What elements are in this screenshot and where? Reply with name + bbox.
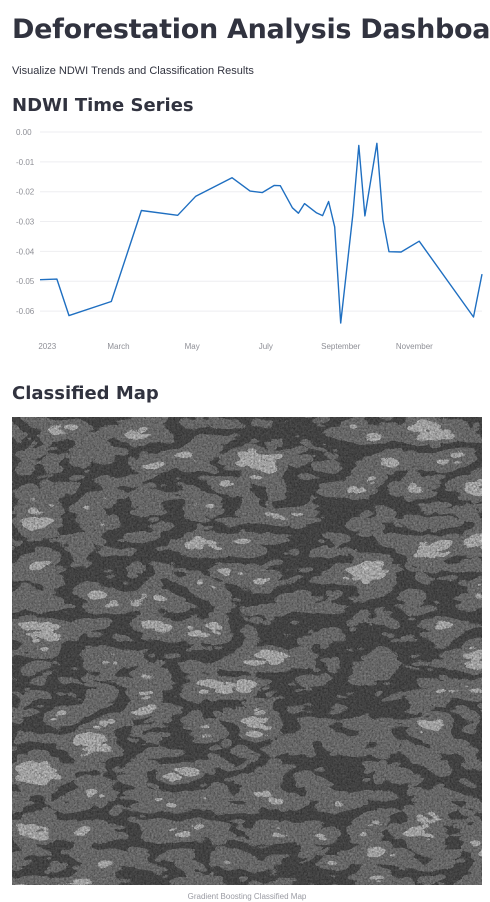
y-tick-label: -0.04 (16, 247, 35, 256)
classified-map-image (12, 417, 482, 885)
x-tick-label: May (185, 342, 200, 351)
y-tick-label: -0.02 (16, 188, 35, 197)
classified-map-heading: Classified Map (12, 383, 159, 404)
ndwi-line-chart[interactable]: 0.00 -0.01 -0.02 -0.03 -0.04 -0.05 -0.06 2023 Ma… (0, 118, 490, 358)
map-caption: Gradient Boosting Classified Map (187, 892, 307, 901)
classified-map-raster (12, 417, 482, 885)
time-series-heading: NDWI Time Series (12, 95, 194, 116)
y-tick-label: -0.06 (16, 307, 35, 316)
x-tick-label: 2023 (38, 342, 56, 351)
chart-svg: 0.00 -0.01 -0.02 -0.03 -0.04 -0.05 -0.06 2023 Ma… (16, 128, 483, 351)
y-tick-label: 0.00 (16, 128, 32, 137)
y-tick-label: -0.01 (16, 158, 35, 167)
x-tick-label: July (259, 342, 273, 351)
x-tick-label: November (396, 342, 433, 351)
map-texture-ridges (12, 417, 482, 885)
y-tick-label: -0.05 (16, 277, 35, 286)
x-tick-label: March (107, 342, 129, 351)
page-title: Deforestation Analysis Dashboard (12, 14, 490, 45)
ndwi-series-line (39, 142, 483, 324)
y-tick-label: -0.03 (16, 218, 35, 227)
page-subtitle: Visualize NDWI Trends and Classification… (12, 65, 254, 77)
x-tick-label: September (321, 342, 360, 351)
